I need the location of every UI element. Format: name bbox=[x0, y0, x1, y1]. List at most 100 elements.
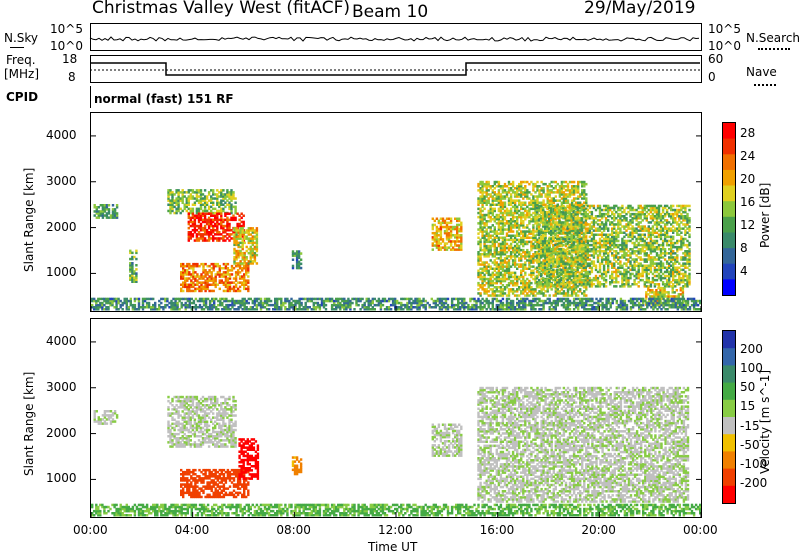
freq-tick-top: 18 bbox=[62, 52, 78, 66]
time-xtick-label: 16:00 bbox=[479, 523, 515, 537]
power-panel bbox=[90, 112, 702, 312]
velocity-region-7 bbox=[91, 503, 701, 517]
velocity-colorbar-swatch-0 bbox=[723, 331, 735, 349]
velocity-region-1 bbox=[167, 395, 237, 448]
velocity-colorbar-tick-label: 200 bbox=[740, 342, 763, 357]
freq-tick-bottom: 8 bbox=[68, 70, 76, 84]
velocity-colorbar-swatch-6 bbox=[723, 434, 735, 452]
power-colorbar-swatch-2 bbox=[723, 154, 735, 171]
power-colorbar-swatch-10 bbox=[723, 279, 735, 295]
freq-label: Freq. bbox=[6, 53, 36, 67]
velocity-colorbar-label: Velocity [m s^-1] bbox=[758, 369, 772, 474]
velocity-panel bbox=[90, 318, 702, 518]
count-tick-bottom-left: 10^0 bbox=[50, 39, 83, 53]
velocity-region-3 bbox=[238, 438, 260, 480]
velocity-colorbar-tick-label: -50 bbox=[740, 437, 760, 452]
power-heatmap bbox=[91, 135, 701, 311]
velocity-colorbar-swatch-3 bbox=[723, 382, 735, 401]
power-colorbar-tick-label: 16 bbox=[740, 195, 756, 210]
power-region-9 bbox=[535, 204, 691, 288]
velocity-colorbar-tick-label: -200 bbox=[740, 475, 768, 490]
velocity-region-0 bbox=[93, 410, 119, 425]
nave-dots bbox=[754, 84, 776, 86]
time-xtick-label: 20:00 bbox=[581, 523, 616, 537]
power-region-7 bbox=[431, 217, 463, 251]
velocity-colorbar-swatch-4 bbox=[723, 399, 735, 418]
velocity-colorbar-tick-label: -100 bbox=[740, 456, 768, 471]
cpid-label: CPID bbox=[6, 90, 39, 104]
count-tick-bottom-right: 10^0 bbox=[708, 39, 741, 53]
power-colorbar-tick-label: 28 bbox=[740, 126, 756, 141]
power-colorbar-swatch-6 bbox=[723, 216, 735, 233]
velocity-colorbar-tick-label: 100 bbox=[740, 361, 763, 376]
velocity-colorbar-swatch-1 bbox=[723, 348, 735, 366]
power-colorbar-tick-label: 4 bbox=[740, 264, 748, 279]
velocity-ytick-label: 3000 bbox=[46, 379, 77, 394]
power-colorbar-tick-label: 24 bbox=[740, 149, 756, 164]
power-colorbar-swatch-0 bbox=[723, 123, 735, 140]
velocity-colorbar-swatch-5 bbox=[723, 417, 735, 435]
velocity-ytick-label: 2000 bbox=[46, 425, 77, 440]
power-region-1 bbox=[129, 249, 138, 283]
power-colorbar-swatch-4 bbox=[723, 185, 735, 202]
freq-unit: [MHz] bbox=[4, 67, 40, 81]
velocity-colorbar-swatch-7 bbox=[723, 451, 735, 470]
power-ytick-label: 4000 bbox=[46, 127, 77, 142]
power-ytick-label: 3000 bbox=[46, 173, 77, 188]
power-ylabel: Slant Range [km] bbox=[22, 167, 36, 272]
velocity-region-5 bbox=[431, 423, 463, 457]
freq-trace bbox=[90, 62, 700, 76]
power-colorbar-swatch-7 bbox=[723, 232, 735, 249]
power-region-8 bbox=[477, 180, 588, 297]
count-tick-top-right: 10^5 bbox=[708, 22, 741, 36]
power-ytick-label: 1000 bbox=[46, 265, 77, 280]
velocity-colorbar-swatch-9 bbox=[723, 485, 735, 503]
nave-tick-top: 60 bbox=[708, 52, 724, 66]
time-xtick-label: 00:00 bbox=[683, 523, 718, 537]
nsky-underline bbox=[10, 47, 24, 48]
velocity-colorbar-swatch-2 bbox=[723, 365, 735, 384]
nave-tick-bottom: 0 bbox=[708, 70, 716, 84]
power-region-0 bbox=[93, 204, 119, 219]
power-region-5 bbox=[233, 227, 259, 265]
nave-label: Nave bbox=[746, 65, 777, 79]
power-colorbar-tick-label: 20 bbox=[740, 172, 756, 187]
velocity-region-4 bbox=[291, 456, 303, 476]
nsky-trace bbox=[89, 36, 700, 42]
cpid-value: normal (fast) 151 RF bbox=[94, 92, 234, 106]
top-panels-traces bbox=[89, 36, 700, 76]
freq-panel bbox=[90, 55, 702, 83]
power-colorbar-swatch-5 bbox=[723, 201, 735, 218]
power-region-6 bbox=[291, 250, 303, 270]
power-colorbar-label: Power [dB] bbox=[758, 182, 772, 248]
time-xtick-label: 12:00 bbox=[378, 523, 413, 537]
nsearch-dots bbox=[758, 48, 790, 50]
beam-label: Beam 10 bbox=[352, 2, 429, 22]
power-colorbar-swatch-1 bbox=[723, 138, 735, 155]
power-colorbar-swatch-3 bbox=[723, 169, 735, 186]
count-tick-top-left: 10^5 bbox=[50, 22, 83, 36]
nsearch-label: N.Search bbox=[746, 31, 800, 45]
velocity-region-6 bbox=[477, 386, 690, 503]
velocity-ytick-label: 1000 bbox=[46, 471, 77, 486]
power-colorbar-swatch-9 bbox=[723, 263, 735, 280]
power-region-2 bbox=[167, 189, 237, 215]
power-ytick-label: 2000 bbox=[46, 219, 77, 234]
velocity-colorbar-tick-label: 50 bbox=[740, 380, 756, 395]
velocity-ytick-label: 4000 bbox=[46, 333, 77, 348]
time-xtick-label: 04:00 bbox=[174, 523, 210, 537]
station-title: Christmas Valley West (fitACF) bbox=[92, 0, 351, 18]
date-label: 29/May/2019 bbox=[584, 0, 696, 18]
power-colorbar-tick-label: 8 bbox=[740, 241, 748, 256]
power-region-4 bbox=[180, 262, 250, 293]
time-xlabel: Time UT bbox=[368, 540, 418, 554]
nsky-label: N.Sky bbox=[4, 31, 39, 45]
velocity-colorbar bbox=[722, 330, 736, 504]
velocity-colorbar-tick-label: -15 bbox=[740, 418, 760, 433]
cpid-marker bbox=[90, 86, 91, 108]
power-colorbar-tick-label: 12 bbox=[740, 218, 756, 233]
power-region-3 bbox=[187, 212, 245, 242]
power-colorbar-swatch-8 bbox=[723, 248, 735, 265]
counts-panel bbox=[90, 23, 702, 51]
time-xtick-label: 08:00 bbox=[276, 523, 311, 537]
